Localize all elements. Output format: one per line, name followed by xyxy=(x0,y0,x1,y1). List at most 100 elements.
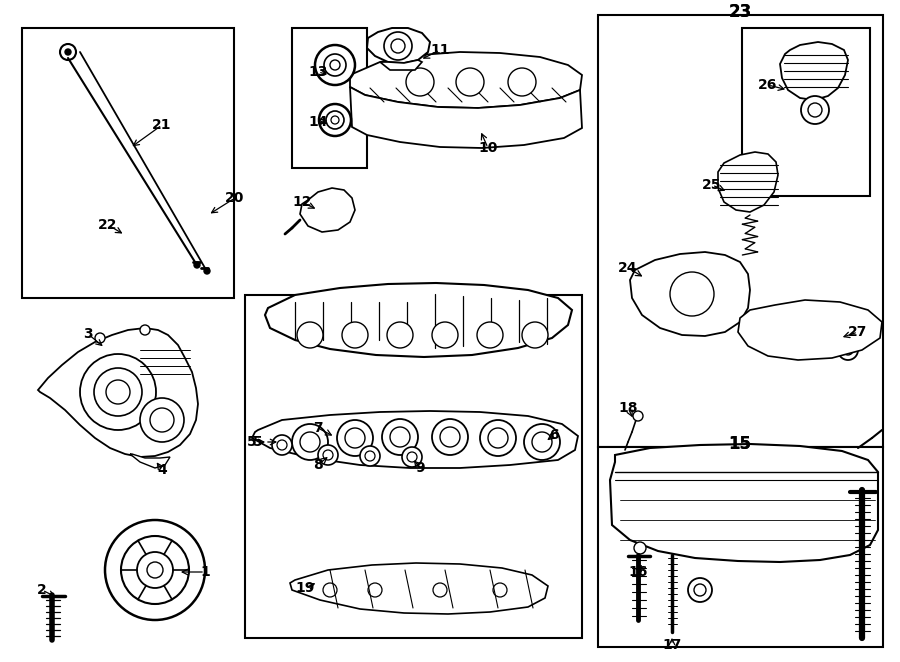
Text: 18: 18 xyxy=(618,401,638,415)
Circle shape xyxy=(493,583,507,597)
Circle shape xyxy=(795,330,805,340)
Text: 2: 2 xyxy=(37,583,47,597)
Text: 10: 10 xyxy=(478,141,498,155)
Circle shape xyxy=(318,445,338,465)
Circle shape xyxy=(432,322,458,348)
Circle shape xyxy=(137,552,173,588)
Circle shape xyxy=(480,420,516,456)
Circle shape xyxy=(391,39,405,53)
Text: 9: 9 xyxy=(415,461,425,475)
Text: 17: 17 xyxy=(662,638,681,652)
Bar xyxy=(742,28,870,196)
Circle shape xyxy=(326,111,344,129)
Circle shape xyxy=(140,398,184,442)
Text: 12: 12 xyxy=(292,195,311,209)
Circle shape xyxy=(823,340,833,350)
Text: 27: 27 xyxy=(849,325,868,339)
Circle shape xyxy=(801,96,829,124)
Circle shape xyxy=(838,340,858,360)
Circle shape xyxy=(406,68,434,96)
Circle shape xyxy=(818,335,838,355)
Circle shape xyxy=(456,68,484,96)
Text: 22: 22 xyxy=(98,218,118,232)
Circle shape xyxy=(323,450,333,460)
Polygon shape xyxy=(780,42,848,100)
Bar xyxy=(22,28,234,298)
Text: 11: 11 xyxy=(430,43,450,57)
Circle shape xyxy=(368,583,382,597)
Circle shape xyxy=(387,322,413,348)
Text: 24: 24 xyxy=(618,261,638,275)
Polygon shape xyxy=(38,328,198,457)
Polygon shape xyxy=(350,87,582,148)
Circle shape xyxy=(94,368,142,416)
Circle shape xyxy=(488,428,508,448)
Circle shape xyxy=(331,116,339,124)
Circle shape xyxy=(522,322,548,348)
Circle shape xyxy=(319,104,351,136)
Text: 7: 7 xyxy=(313,421,323,435)
Circle shape xyxy=(634,542,646,554)
Polygon shape xyxy=(738,300,882,360)
Text: 3: 3 xyxy=(83,327,93,341)
Polygon shape xyxy=(718,152,778,212)
Text: 5: 5 xyxy=(253,435,263,449)
Polygon shape xyxy=(130,454,170,468)
Circle shape xyxy=(65,49,71,55)
Circle shape xyxy=(150,408,174,432)
Circle shape xyxy=(300,432,320,452)
Text: 20: 20 xyxy=(225,191,245,205)
Circle shape xyxy=(204,268,210,274)
Text: 21: 21 xyxy=(152,118,172,132)
Circle shape xyxy=(95,333,105,343)
Polygon shape xyxy=(265,283,572,357)
Circle shape xyxy=(337,420,373,456)
Circle shape xyxy=(292,424,328,460)
Polygon shape xyxy=(380,60,422,70)
Circle shape xyxy=(433,583,447,597)
Circle shape xyxy=(402,447,422,467)
Circle shape xyxy=(524,424,560,460)
Circle shape xyxy=(390,427,410,447)
Text: 15: 15 xyxy=(728,435,752,453)
Circle shape xyxy=(633,411,643,421)
Polygon shape xyxy=(300,188,355,232)
Bar xyxy=(598,15,883,447)
Circle shape xyxy=(342,322,368,348)
Circle shape xyxy=(105,520,205,620)
Bar xyxy=(292,28,367,168)
Circle shape xyxy=(360,446,380,466)
Circle shape xyxy=(324,54,346,76)
Text: 26: 26 xyxy=(759,78,778,92)
Text: 23: 23 xyxy=(728,3,752,21)
Text: 16: 16 xyxy=(628,565,648,579)
Text: 25: 25 xyxy=(702,178,722,192)
Circle shape xyxy=(330,60,340,70)
Bar xyxy=(245,295,582,638)
Circle shape xyxy=(432,419,468,455)
Polygon shape xyxy=(630,252,750,336)
Circle shape xyxy=(670,272,714,316)
Polygon shape xyxy=(290,563,548,614)
Circle shape xyxy=(532,432,552,452)
Circle shape xyxy=(147,562,163,578)
Circle shape xyxy=(477,322,503,348)
Text: 6: 6 xyxy=(549,428,559,442)
Circle shape xyxy=(384,32,412,60)
Circle shape xyxy=(440,427,460,447)
Text: 23: 23 xyxy=(728,3,752,21)
Text: 14: 14 xyxy=(308,115,328,129)
Bar xyxy=(598,447,883,647)
Polygon shape xyxy=(350,52,582,108)
Text: 19: 19 xyxy=(295,581,315,595)
Text: 1: 1 xyxy=(200,565,210,579)
Circle shape xyxy=(694,584,706,596)
Text: 15: 15 xyxy=(728,435,752,453)
Circle shape xyxy=(60,44,76,60)
Circle shape xyxy=(345,428,365,448)
Circle shape xyxy=(382,419,418,455)
Circle shape xyxy=(688,578,712,602)
Circle shape xyxy=(843,345,853,355)
Circle shape xyxy=(790,325,810,345)
Polygon shape xyxy=(252,411,578,468)
